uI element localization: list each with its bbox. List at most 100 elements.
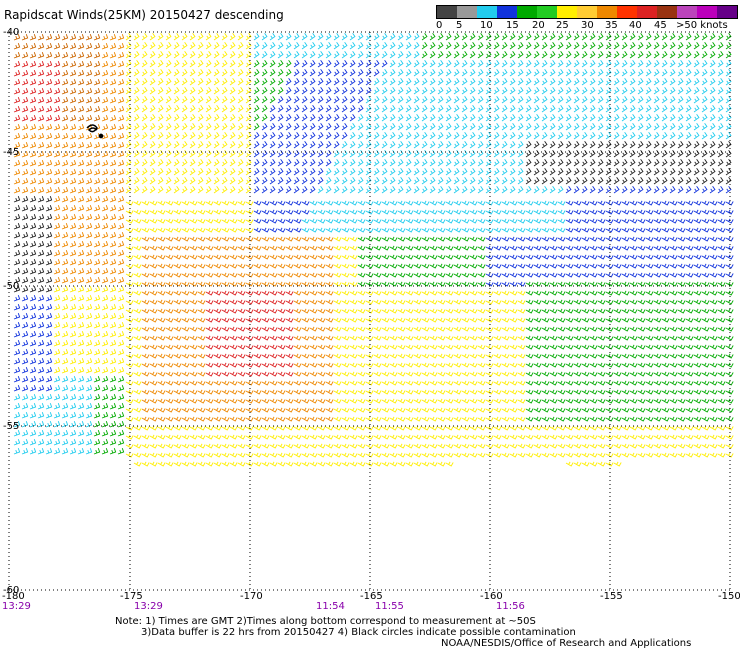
wind-barb [277,308,286,314]
wind-barb [493,380,502,386]
wind-barb [365,42,372,50]
wind-barb [13,286,21,293]
wind-barb [349,281,358,287]
wind-barb [293,281,302,287]
wind-barb [653,60,660,68]
wind-barb [725,344,734,350]
wind-barb [461,272,470,278]
wind-barb [501,218,510,224]
wind-barb [685,272,694,278]
wind-barb [109,61,117,68]
wind-barb [693,362,702,368]
wind-barb [93,358,101,365]
wind-barb [517,344,526,350]
wind-barb [317,353,326,359]
wind-barb [101,412,109,419]
wind-barb [389,33,396,41]
wind-barb [141,114,148,122]
wind-barb [621,177,628,185]
wind-barb [725,398,734,404]
wind-barb [581,150,588,158]
wind-barb [533,452,542,458]
wind-barb [293,168,300,176]
wind-barb [621,335,630,341]
wind-barb [557,132,564,140]
wind-barb [645,380,654,386]
wind-barb [69,88,77,95]
wind-barb [69,367,77,374]
colorbar-swatch [677,6,697,18]
wind-barb [37,358,45,365]
wind-barb [589,443,598,449]
wind-barb [365,254,374,260]
wind-barb [437,177,444,185]
wind-barb [349,461,358,467]
wind-barb [397,335,406,341]
wind-barb [213,407,222,413]
wind-barb [325,434,334,440]
wind-barb [709,132,716,140]
wind-barb [101,169,109,176]
wind-barb [349,299,358,305]
wind-barb [381,416,390,422]
wind-barb [77,286,85,293]
wind-barb [621,78,628,86]
wind-barb [21,43,29,50]
wind-barb [117,70,125,77]
wind-barb [349,227,358,233]
wind-barb [85,151,93,158]
wind-barb [581,141,588,149]
wind-barb [277,272,286,278]
wind-barb [669,209,678,215]
wind-barb [21,187,29,194]
wind-barb [397,218,406,224]
wind-barb [165,434,174,440]
wind-barb [445,186,452,194]
wind-barb [613,227,622,233]
wind-barb [365,344,374,350]
wind-barb [477,452,486,458]
wind-barb [405,123,412,131]
wind-barb [373,263,382,269]
wind-barb [29,61,37,68]
wind-barb [717,51,724,59]
wind-barb [389,416,398,422]
wind-barb [117,304,125,311]
wind-barb [133,177,140,185]
wind-barb [229,299,238,305]
wind-barb [77,322,85,329]
wind-barb [517,150,524,158]
wind-barb [213,398,222,404]
wind-barb [437,209,446,215]
wind-barb [597,317,606,323]
wind-barb [581,227,590,233]
wind-barb [29,439,37,446]
wind-barb [173,236,182,242]
wind-barb [437,114,444,122]
wind-barb [621,168,628,176]
wind-barb [589,218,598,224]
wind-barb [173,141,180,149]
wind-barb [477,434,486,440]
wind-barb [413,114,420,122]
wind-barb [365,186,372,194]
wind-barb [197,132,204,140]
wind-barb [453,218,462,224]
wind-barb [669,353,678,359]
wind-barb [149,200,158,206]
wind-barb [517,371,526,377]
wind-barb [277,281,286,287]
wind-barb [365,114,372,122]
wind-barb [493,299,502,305]
wind-barb [245,96,252,104]
wind-barb [221,452,230,458]
wind-barb [429,227,438,233]
wind-barb [445,263,454,269]
wind-barb [661,105,668,113]
wind-barb [13,376,21,383]
wind-barb [245,362,254,368]
wind-barb [373,371,382,377]
wind-barb [581,317,590,323]
wind-barb [285,371,294,377]
wind-barb [325,209,334,215]
